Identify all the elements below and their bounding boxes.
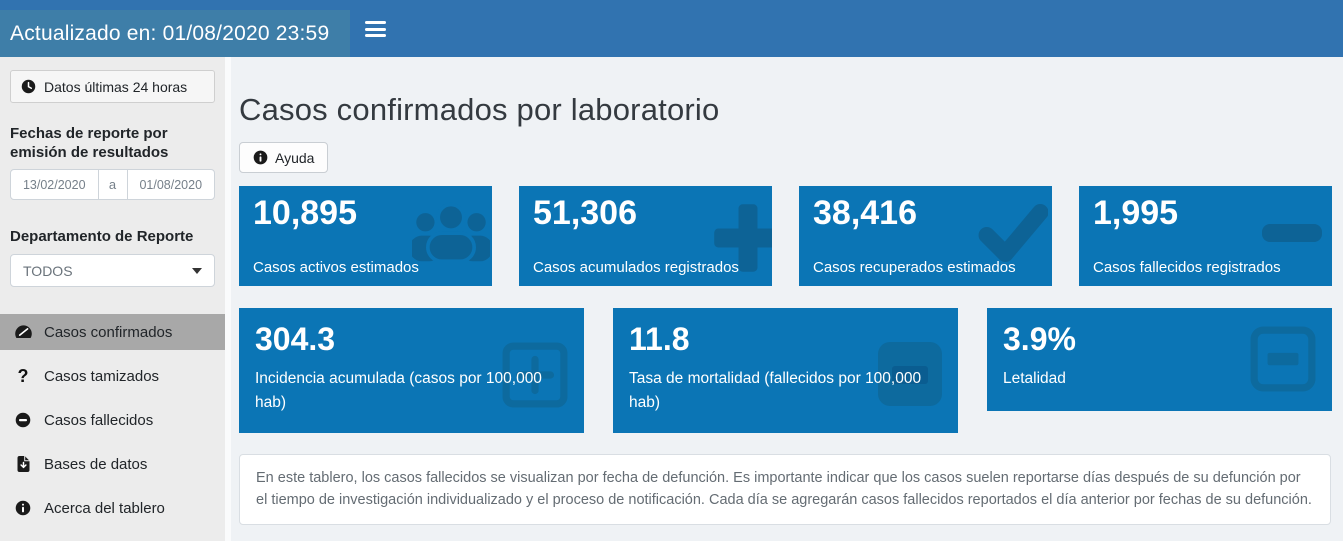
sidebar-item-casos-fallecidos[interactable]: Casos fallecidos [0,402,225,438]
chevron-down-icon [192,267,202,274]
date-range-input: 13/02/2020 a 01/08/2020 [10,169,215,201]
main-content: Casos confirmados por laboratorio Ayuda … [231,57,1343,541]
department-label: Departamento de Reporte [10,228,194,246]
stat-value: 1,995 [1093,194,1179,232]
stat-cards-row: 10,895 Casos activos estimados 51,306 [239,186,1332,286]
help-button[interactable]: Ayuda [239,142,329,173]
help-button-label: Ayuda [275,149,315,166]
sidebar-item-bases-de-datos[interactable]: Bases de datos [0,446,225,482]
info-circle-icon [13,500,33,516]
sidebar-item-label: Casos fallecidos [44,411,154,429]
last-24h-label: Datos últimas 24 horas [44,78,188,95]
rate-label: Letalidad [1003,370,1066,388]
stat-value: 10,895 [253,194,357,232]
card-casos-acumulados: 51,306 Casos acumulados registrados [519,186,772,286]
rate-cards-row: 304.3 Incidencia acumulada (casos por 10… [239,308,1332,433]
sidebar-menu: Casos confirmados ? Casos tamizados Caso… [0,314,225,526]
stat-label: Casos recuperados estimados [813,259,1016,276]
tachometer-icon [13,324,33,340]
rate-value: 11.8 [629,321,690,357]
rate-label: Incidencia acumulada (casos por 100,000 … [255,370,542,411]
sidebar-item-casos-confirmados[interactable]: Casos confirmados [0,314,225,351]
stat-value: 51,306 [533,194,637,232]
card-casos-fallecidos: 1,995 Casos fallecidos registrados [1079,186,1332,286]
page-title: Casos confirmados por laboratorio [239,92,720,127]
card-tasa-mortalidad: 11.8 Tasa de mortalidad (fallecidos por … [613,308,958,433]
dash-icon [1262,224,1322,247]
sidebar: Datos últimas 24 horas Fechas de reporte… [0,57,225,541]
card-incidencia: 304.3 Incidencia acumulada (casos por 10… [239,308,584,433]
check-icon [978,202,1049,269]
sidebar-scrollbar[interactable] [225,57,231,541]
stat-value: 38,416 [813,194,917,232]
stat-label: Casos acumulados registrados [533,259,739,276]
fallecidos-note: En este tablero, los casos fallecidos se… [239,454,1331,525]
updated-timestamp: Actualizado en: 01/08/2020 23:59 [0,10,350,57]
last-24h-button[interactable]: Datos últimas 24 horas [10,70,215,103]
date-range-separator: a [97,170,128,200]
question-icon: ? [17,365,29,386]
stat-label: Casos fallecidos registrados [1093,259,1281,276]
minus-square-icon [1250,326,1316,397]
card-letalidad: 3.9% Letalidad [987,308,1332,411]
date-to-input[interactable]: 01/08/2020 [139,177,203,192]
minus-square-filled-icon [878,342,942,411]
dates-filter-label: Fechas de reporte por emisión de resulta… [10,125,169,162]
minus-circle-icon [13,412,33,428]
sidebar-item-label: Bases de datos [44,455,148,473]
rate-value: 304.3 [255,321,336,357]
hamburger-menu-icon[interactable] [365,21,389,38]
stat-label: Casos activos estimados [253,259,419,276]
card-casos-activos: 10,895 Casos activos estimados [239,186,492,286]
plus-icon [710,200,772,281]
plus-square-icon [502,342,568,413]
sidebar-item-label: Acerca del tablero [44,499,165,517]
rate-value: 3.9% [1003,321,1076,357]
info-circle-icon [253,150,268,165]
sidebar-item-casos-tamizados[interactable]: ? Casos tamizados [0,358,225,394]
users-icon [409,202,492,267]
topbar: Actualizado en: 01/08/2020 23:59 [0,0,1343,57]
card-casos-recuperados: 38,416 Casos recuperados estimados [799,186,1052,286]
department-select[interactable]: TODOS [10,254,215,288]
sidebar-item-label: Casos confirmados [44,323,173,341]
sidebar-item-acerca-del-tablero[interactable]: Acerca del tablero [0,490,225,526]
department-selected-value: TODOS [23,262,73,279]
rate-label: Tasa de mortalidad (fallecidos por 100,0… [629,370,922,411]
file-download-icon [13,456,33,473]
date-from-input[interactable]: 13/02/2020 [22,177,86,192]
sidebar-item-label: Casos tamizados [44,367,160,385]
clock-icon [21,79,36,94]
